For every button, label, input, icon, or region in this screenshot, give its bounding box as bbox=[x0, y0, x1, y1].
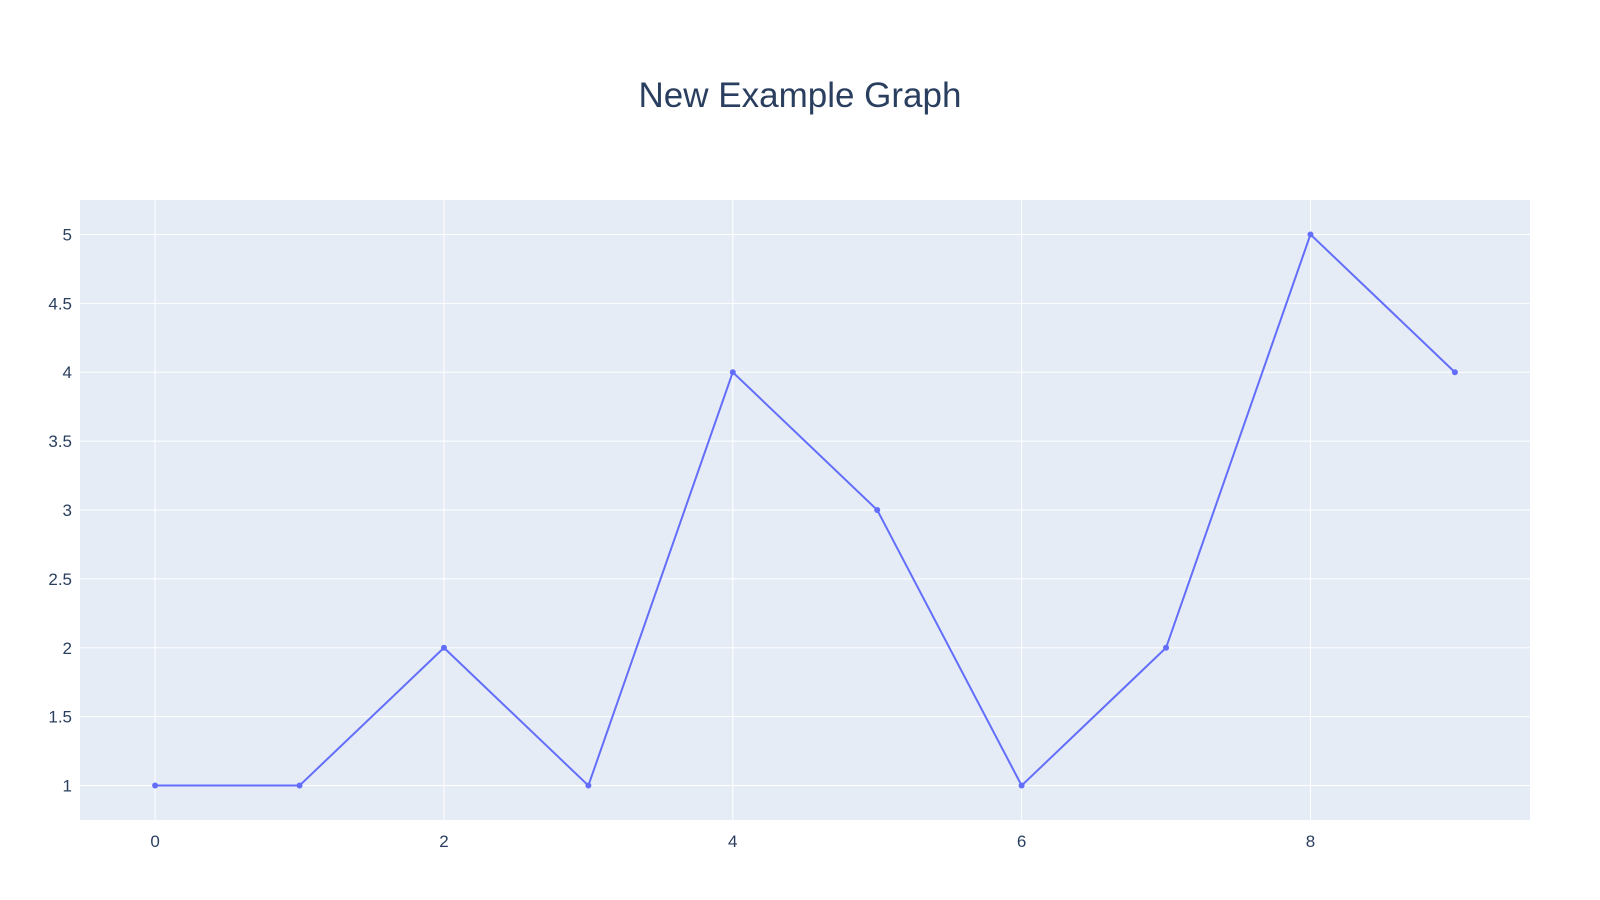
y-tick-label: 1.5 bbox=[48, 708, 72, 727]
x-tick-label: 4 bbox=[728, 832, 737, 851]
series-layer bbox=[152, 231, 1458, 789]
data-point bbox=[1163, 644, 1170, 651]
x-tick-label: 8 bbox=[1306, 832, 1315, 851]
x-tick-label: 6 bbox=[1017, 832, 1026, 851]
y-tick-label: 1 bbox=[63, 777, 72, 796]
y-tick-label: 5 bbox=[63, 225, 72, 244]
y-tick-label: 4.5 bbox=[48, 294, 72, 313]
chart-title: New Example Graph bbox=[638, 76, 962, 115]
data-point bbox=[1451, 369, 1458, 376]
data-point bbox=[874, 507, 881, 513]
y-tick-label: 3.5 bbox=[48, 432, 72, 451]
data-point bbox=[296, 782, 303, 789]
data-point bbox=[440, 644, 447, 651]
data-point bbox=[1018, 782, 1025, 789]
series-line bbox=[155, 233, 1456, 787]
grid-lines bbox=[80, 200, 1530, 820]
axis-tick-labels: 1 1.5 2 2.5 3 3.5 4 4.5 5 0 2 4 6 8 bbox=[48, 225, 1315, 851]
y-tick-label: 2.5 bbox=[48, 570, 72, 589]
x-tick-label: 2 bbox=[439, 832, 448, 851]
data-point bbox=[152, 782, 159, 789]
y-tick-label: 2 bbox=[63, 639, 72, 658]
y-tick-label: 4 bbox=[63, 363, 72, 382]
data-point bbox=[1307, 231, 1314, 238]
data-point bbox=[585, 782, 592, 789]
data-point bbox=[729, 369, 736, 376]
y-tick-label: 3 bbox=[63, 501, 72, 520]
x-tick-label: 0 bbox=[150, 832, 159, 851]
